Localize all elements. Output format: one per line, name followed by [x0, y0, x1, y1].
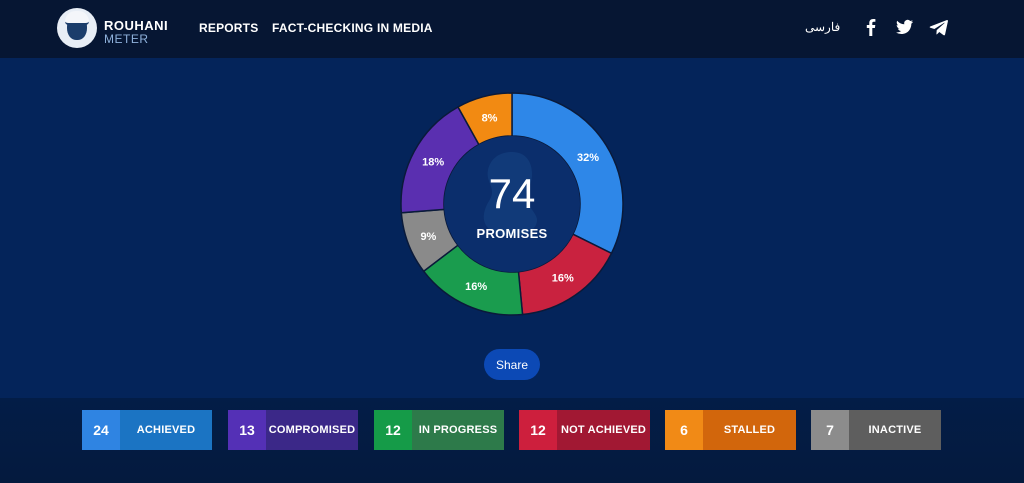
nav-in-media[interactable]: IN MEDIA: [377, 21, 433, 35]
legend-count-compromised: 13: [228, 410, 266, 450]
legend-item-not-achieved[interactable]: 12 NOT ACHIEVED: [519, 410, 650, 450]
donut-label-not-achieved: 16%: [552, 273, 574, 285]
nav-reports[interactable]: REPORTS: [199, 21, 259, 35]
rouhani-meter-logo[interactable]: ROUHANI METER: [57, 8, 177, 50]
legend-label-not-achieved: NOT ACHIEVED: [557, 410, 650, 450]
donut-label-compromised: 18%: [422, 157, 444, 169]
legend-item-in-progress[interactable]: 12 IN PROGRESS: [374, 410, 504, 450]
donut-label-stalled: 8%: [482, 112, 498, 124]
legend-count-stalled: 6: [665, 410, 703, 450]
legend-count-achieved: 24: [82, 410, 120, 450]
donut-label-in-progress: 16%: [465, 281, 487, 293]
donut-label-inactive: 9%: [420, 231, 436, 243]
legend-label-compromised: COMPROMISED: [266, 410, 358, 450]
legend-item-stalled[interactable]: 6 STALLED: [665, 410, 796, 450]
legend-count-inactive: 7: [811, 410, 849, 450]
total-promises-count: 74: [488, 170, 536, 217]
share-button[interactable]: Share: [484, 349, 540, 380]
legend-item-achieved[interactable]: 24 ACHIEVED: [82, 410, 212, 450]
total-promises-label: PROMISES: [476, 226, 548, 241]
promises-donut-chart: 32% 16% 16% 9% 18% 8%: [400, 92, 624, 316]
facebook-icon[interactable]: [860, 16, 882, 38]
legend-label-stalled: STALLED: [703, 410, 796, 450]
logo-portrait-icon: [57, 8, 97, 48]
center-portrait-watermark: [483, 152, 537, 236]
donut-label-achieved: 32%: [577, 152, 599, 164]
top-navigation-bar: ROUHANI METER REPORTS FACT-CHECKING IN M…: [0, 0, 1024, 58]
legend-label-in-progress: IN PROGRESS: [412, 410, 504, 450]
legend-item-inactive[interactable]: 7 INACTIVE: [811, 410, 941, 450]
legend-count-not-achieved: 12: [519, 410, 557, 450]
legend-count-in-progress: 12: [374, 410, 412, 450]
telegram-icon[interactable]: [928, 16, 950, 38]
twitter-icon[interactable]: [893, 16, 915, 38]
legend-item-compromised[interactable]: 13 COMPROMISED: [228, 410, 358, 450]
language-switch-link[interactable]: فارسی: [805, 20, 841, 34]
logo-name-line1: ROUHANI: [104, 18, 169, 33]
legend-label-achieved: ACHIEVED: [120, 410, 212, 450]
logo-name-line2: METER: [104, 32, 149, 46]
legend-label-inactive: INACTIVE: [849, 410, 941, 450]
nav-fact-checking[interactable]: FACT-CHECKING: [272, 21, 374, 35]
